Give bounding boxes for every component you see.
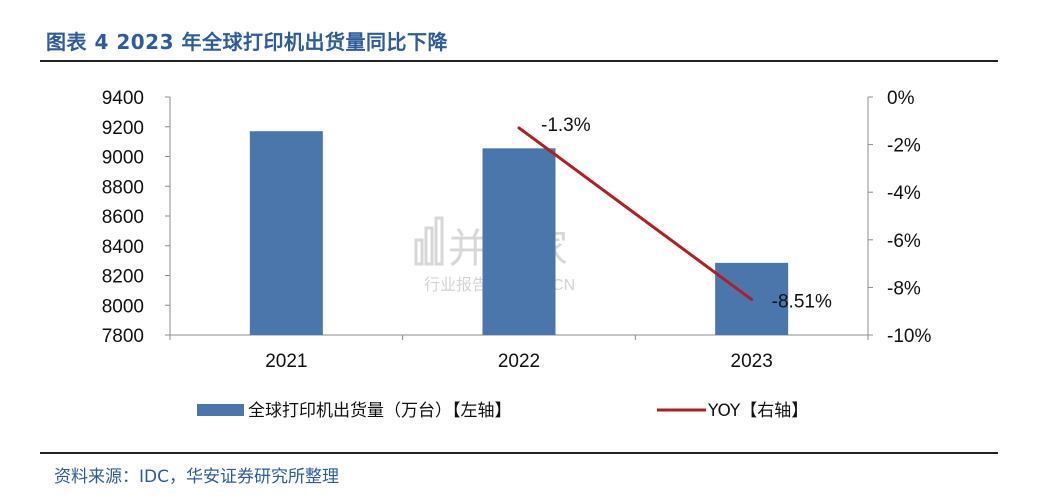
left-tick-label: 8400 xyxy=(102,237,144,258)
left-tick-label: 8600 xyxy=(102,207,144,228)
right-tick-label: -4% xyxy=(887,183,921,204)
left-tick-label: 9400 xyxy=(102,88,144,109)
title-divider xyxy=(40,60,998,62)
yoy-line xyxy=(518,126,753,301)
bar-2022 xyxy=(482,148,556,335)
yoy-data-label: -8.51% xyxy=(772,292,832,313)
right-tick-label: -2% xyxy=(887,136,921,157)
source-note: 资料来源：IDC，华安证券研究所整理 xyxy=(54,467,339,487)
right-tick-label: 0% xyxy=(887,88,915,109)
right-tick-label: -10% xyxy=(887,326,931,347)
legend: 全球打印机出货量（万台）【左轴】 YOY【右轴】 xyxy=(197,401,808,421)
left-tick-label: 9200 xyxy=(102,118,144,139)
yoy-line-layer: -1.3% -8.51% xyxy=(517,115,832,313)
bar-2021 xyxy=(249,131,323,335)
left-tick-label: 7800 xyxy=(102,326,144,347)
legend-label-bar: 全球打印机出货量（万台）【左轴】 xyxy=(248,401,512,421)
axes: 9400 9200 9000 8800 8600 8400 8200 8000 7800 0% -2… xyxy=(102,88,932,372)
left-tick-label: 9000 xyxy=(102,148,144,169)
chart: 并购家 行业报告 IPOIPO.CN 940092009000880086008… xyxy=(102,88,932,421)
left-tick-label: 8800 xyxy=(102,177,144,198)
footer-divider xyxy=(40,452,998,454)
x-tick-label: 2023 xyxy=(731,351,773,372)
left-tick-label: 8000 xyxy=(102,296,144,317)
x-tick-label: 2021 xyxy=(265,351,307,372)
left-tick-label: 8200 xyxy=(102,267,144,288)
legend-label-line: YOY【右轴】 xyxy=(707,401,808,421)
yoy-data-label: -1.3% xyxy=(541,115,591,136)
chart-title: 图表 4 2023 年全球打印机出货量同比下降 xyxy=(46,30,448,54)
yoy-point-2023 xyxy=(750,298,754,302)
legend-swatch-bar xyxy=(197,404,244,416)
right-tick-label: -6% xyxy=(887,231,921,252)
x-tick-label: 2022 xyxy=(498,351,540,372)
right-tick-label: -8% xyxy=(887,278,921,299)
watermark-logo-icon xyxy=(414,216,444,266)
yoy-point-2022 xyxy=(517,126,521,130)
bars xyxy=(249,131,789,335)
